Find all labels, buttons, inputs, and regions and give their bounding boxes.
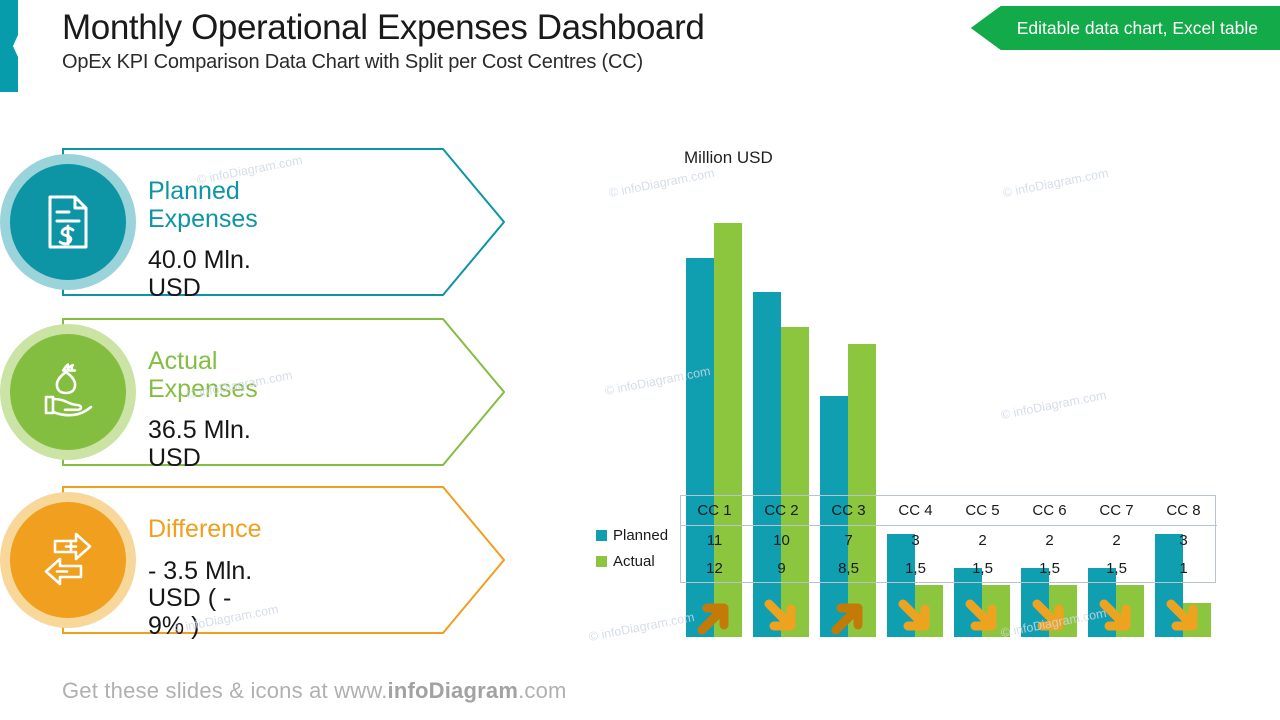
trend-arrow-down-right-icon: [948, 586, 1015, 648]
kpi-value: 36.5 Mln. USD: [148, 416, 251, 472]
trend-arrow-up-right-icon: [680, 586, 747, 648]
trend-arrow-down-right-icon: [1149, 586, 1216, 648]
table-cell[interactable]: 1,5: [1039, 559, 1060, 577]
chart-axis-unit-label: Million USD: [684, 148, 773, 167]
trend-arrow-down-right-icon: [1082, 586, 1149, 648]
legend-swatch-actual-icon: [596, 555, 607, 567]
bar-chart: Million USD: [596, 140, 1236, 637]
table-column-header: CC 7: [1083, 496, 1150, 526]
bar-planned-cc1: [685, 257, 714, 637]
trend-arrow-row: [680, 586, 1216, 648]
table-cell[interactable]: 3: [1179, 531, 1188, 549]
page-title: Monthly Operational Expenses Dashboard: [62, 8, 705, 47]
kpi-icon-circle: [0, 154, 136, 290]
invoice-dollar-icon: [48, 195, 88, 249]
legend-item-planned: Planned: [596, 522, 680, 548]
trend-arrow-down-right-icon: [1015, 586, 1082, 648]
editable-chart-banner[interactable]: Editable data chart, Excel table: [970, 6, 1280, 50]
kpi-text-group: Actual Expenses 36.5 Mln. USD: [148, 347, 258, 472]
table-cell[interactable]: 11: [706, 531, 723, 549]
footer-brand: infoDiagram: [387, 678, 519, 703]
page-subtitle: OpEx KPI Comparison Data Chart with Spli…: [62, 51, 643, 74]
table-column-header: CC 4: [882, 496, 949, 526]
footer-prefix: Get these slides & icons at www.: [62, 678, 388, 703]
table-cell[interactable]: 1,5: [905, 559, 926, 577]
footer: Get these slides & icons at www.infoDiag…: [62, 678, 567, 704]
legend-label-actual: Actual: [613, 552, 655, 570]
table-row: 12 9 8,5 1,5 1,5 1,5 1,5 1: [681, 554, 1217, 582]
table-cell[interactable]: 1,5: [1106, 559, 1127, 577]
kpi-label: Actual Expenses: [148, 347, 258, 403]
table-cell[interactable]: 10: [773, 531, 790, 549]
bar-group: [747, 182, 814, 637]
bar-actual-cc3: [847, 344, 876, 637]
table-column-header: CC 6: [1016, 496, 1083, 526]
trend-arrow-up-right-icon: [814, 586, 881, 648]
table-cell[interactable]: 3: [911, 531, 920, 549]
legend-item-actual: Actual: [596, 548, 680, 574]
bar-planned-cc4: [886, 533, 915, 637]
bar-group: [1149, 182, 1216, 637]
bar-group: [881, 182, 948, 637]
trend-arrow-down-right-icon: [747, 586, 814, 648]
kpi-value: 40.0 Mln. USD: [148, 246, 251, 302]
table-column-header: CC 2: [748, 496, 815, 526]
table-column-header: CC 3: [815, 496, 882, 526]
left-accent-marker: [0, 0, 18, 92]
kpi-text-group: Planned Expenses 40.0 Mln. USD: [148, 177, 258, 302]
table-cell[interactable]: 2: [1045, 531, 1054, 549]
table-cell[interactable]: 9: [777, 559, 786, 577]
header: Monthly Operational Expenses Dashboard O…: [62, 8, 705, 74]
table-cell[interactable]: 1,5: [972, 559, 993, 577]
bar-actual-cc2: [780, 326, 809, 637]
bar-planned-cc8: [1154, 533, 1183, 637]
kpi-label: Planned Expenses: [148, 177, 258, 233]
bar-actual-cc1: [713, 223, 742, 637]
bar-group: [680, 182, 747, 637]
table-cell[interactable]: 12: [706, 559, 723, 577]
kpi-icon-circle: [0, 492, 136, 628]
legend-label-planned: Planned: [613, 526, 669, 544]
chart-legend: Planned Actual: [596, 522, 680, 574]
table-cell[interactable]: 8,5: [838, 559, 859, 577]
footer-suffix: .com: [518, 678, 567, 703]
kpi-value: - 3.5 Mln. USD ( - 9% ): [148, 556, 253, 640]
bar-planned-cc2: [752, 292, 781, 637]
banner-label: Editable data chart, Excel table: [1016, 17, 1258, 38]
money-bag-in-hand-icon: [44, 363, 93, 417]
table-row: 11 10 7 3 2 2 2 3: [681, 526, 1217, 555]
data-table[interactable]: CC 1 CC 2 CC 3 CC 4 CC 5 CC 6 CC 7 CC 8 11 10 7 3 2 2…: [680, 495, 1217, 583]
table-cell[interactable]: 1: [1179, 559, 1188, 577]
kpi-icon-circle: [0, 324, 136, 460]
kpi-text-group: Difference - 3.5 Mln. USD ( - 9% ): [148, 515, 262, 640]
legend-swatch-planned-icon: [596, 529, 607, 541]
table-column-header: CC 8: [1150, 496, 1217, 526]
kpi-label: Difference: [148, 515, 262, 543]
table-cell[interactable]: 2: [1112, 531, 1121, 549]
table-cell[interactable]: 2: [978, 531, 987, 549]
table-header-row: CC 1 CC 2 CC 3 CC 4 CC 5 CC 6 CC 7 CC 8: [681, 496, 1217, 526]
table-column-header: CC 5: [949, 496, 1016, 526]
table-cell[interactable]: 7: [844, 531, 853, 549]
trend-arrow-down-right-icon: [881, 586, 948, 648]
plus-minus-exchange-arrows-icon: [44, 532, 92, 586]
table-column-header: CC 1: [681, 496, 748, 526]
